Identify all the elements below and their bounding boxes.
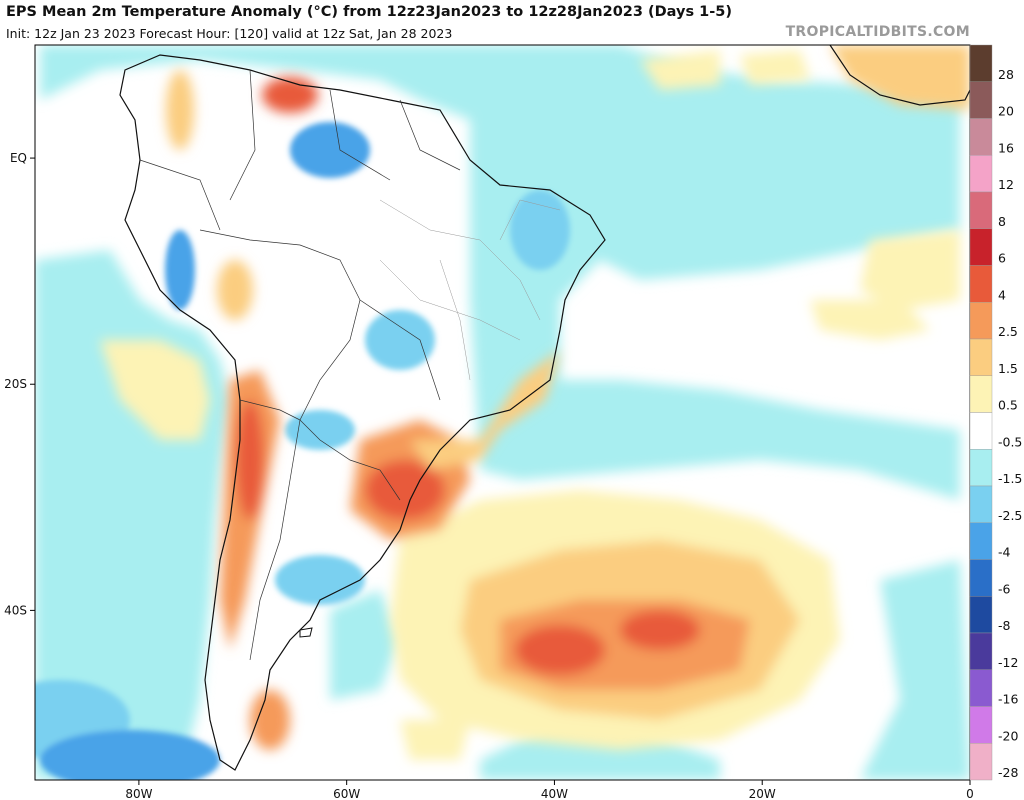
- latitude-ticks: EQ 20S 40S: [4, 151, 35, 617]
- country-borders: [139, 69, 461, 661]
- colorbar-swatch: [969, 559, 993, 597]
- colorbar-label: 8: [998, 214, 1006, 229]
- lon-tick-label: 60W: [333, 787, 360, 800]
- state-borders: [379, 199, 561, 381]
- colorbar-swatch: [969, 118, 993, 156]
- land-outlines: [119, 54, 606, 771]
- colorbar-label: -16: [998, 692, 1018, 707]
- colorbar-swatch: [969, 44, 993, 82]
- lon-tick-label: 80W: [125, 787, 152, 800]
- colorbar-swatch: [969, 155, 993, 193]
- colorbar-label: 6: [998, 251, 1006, 266]
- colorbar-swatch: [969, 743, 993, 781]
- colorbar-swatch: [969, 632, 993, 670]
- colorbar-swatch: [969, 669, 993, 707]
- falkland-islands: [299, 627, 313, 638]
- colorbar-label: 4: [998, 287, 1006, 302]
- colorbar-label: 16: [998, 140, 1014, 155]
- colorbar-swatch: [969, 191, 993, 229]
- colorbar-swatch: [969, 338, 993, 376]
- colorbar-label: -2.5: [998, 508, 1022, 523]
- colorbar-label: 28: [998, 67, 1014, 82]
- longitude-ticks: 80W 60W 40W 20W 0: [125, 780, 974, 800]
- lon-tick-label: 20W: [749, 787, 776, 800]
- colorbar-swatch: [969, 449, 993, 487]
- colorbar: 28 20 16 12 8 6 4 2.5 1.5 0.5 -0.5 -1.5 -2.5 -4 -6 -8 -1…: [969, 44, 1022, 781]
- colorbar-label: 12: [998, 177, 1014, 192]
- colorbar-label: -28: [998, 765, 1018, 780]
- colorbar-label: -12: [998, 655, 1018, 670]
- colorbar-swatch: [969, 485, 993, 523]
- cold-patches: [35, 122, 570, 780]
- colorbar-swatch: [969, 522, 993, 560]
- map-subtitle: Init: 12z Jan 23 2023 Forecast Hour: [12…: [6, 26, 453, 41]
- colorbar-label: -8: [998, 618, 1011, 633]
- colorbar-label: -4: [998, 545, 1011, 560]
- colorbar-swatch: [969, 81, 993, 119]
- lon-tick-label: 0: [966, 787, 974, 800]
- colorbar-label: -20: [998, 728, 1018, 743]
- colorbar-label: 2.5: [998, 324, 1018, 339]
- brand-watermark: TROPICALTIDBITS.COM: [785, 24, 970, 40]
- colorbar-label: 1.5: [998, 361, 1018, 376]
- colorbar-swatch: [969, 265, 993, 303]
- colorbar-swatch: [969, 375, 993, 413]
- anomaly-field: [35, 45, 970, 780]
- colorbar-label: -6: [998, 581, 1011, 596]
- africa-coastline: [829, 45, 970, 106]
- colorbar-swatch: [969, 302, 993, 340]
- colorbar-label: 20: [998, 104, 1014, 119]
- colorbar-label: -0.5: [998, 434, 1022, 449]
- lat-tick-label: EQ: [10, 151, 27, 165]
- colorbar-swatch: [969, 412, 993, 450]
- lon-tick-label: 40W: [541, 787, 568, 800]
- colorbar-swatch: [969, 596, 993, 634]
- colorbar-label: 0.5: [998, 398, 1018, 413]
- lat-tick-label: 40S: [4, 603, 27, 617]
- lat-tick-label: 20S: [4, 377, 27, 391]
- colorbar-swatch: [969, 228, 993, 266]
- colorbar-label: -1.5: [998, 471, 1022, 486]
- colorbar-swatch: [969, 706, 993, 744]
- map-title: EPS Mean 2m Temperature Anomaly (°C) fro…: [6, 4, 732, 20]
